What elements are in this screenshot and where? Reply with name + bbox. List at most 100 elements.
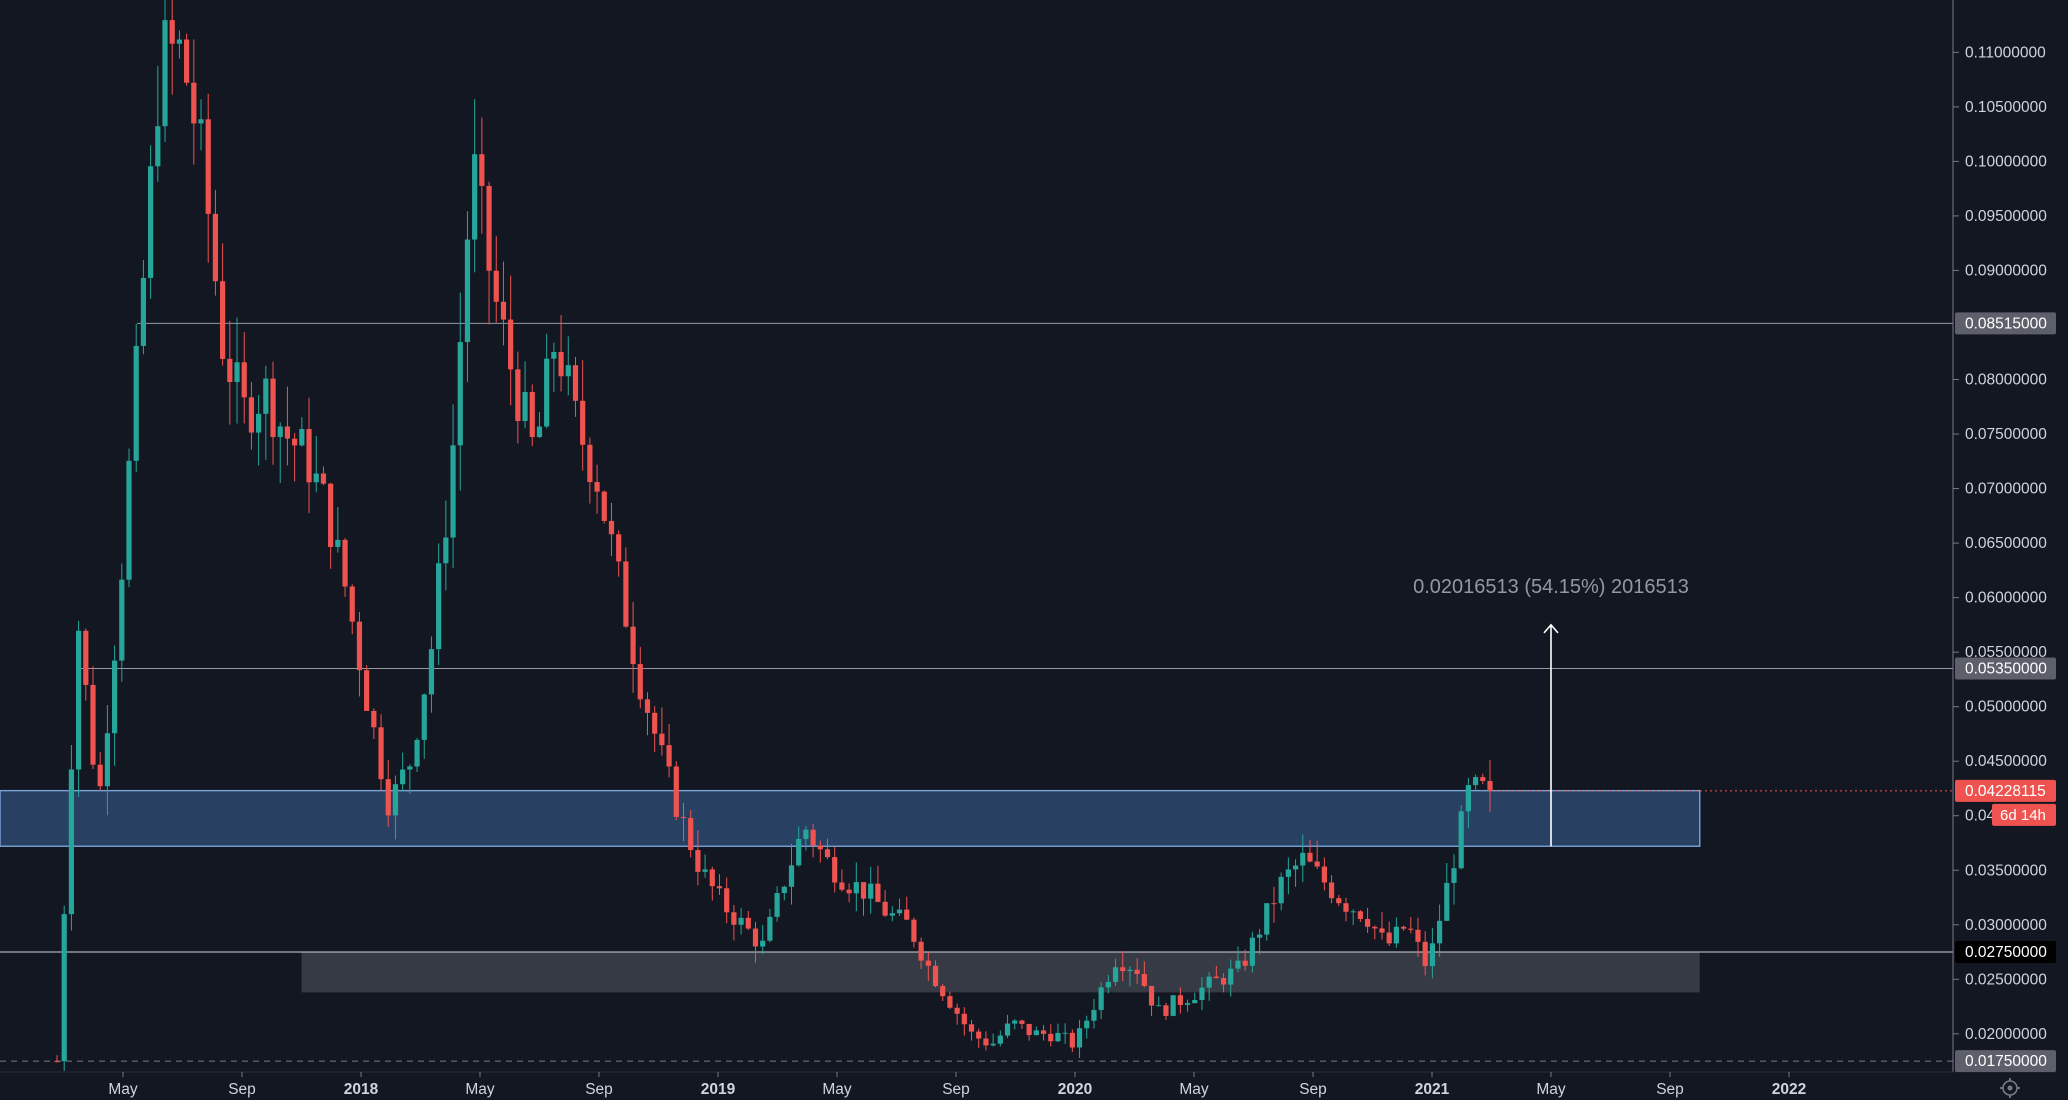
candle-body bbox=[608, 520, 615, 535]
candle-body bbox=[1364, 918, 1371, 927]
candle-body bbox=[133, 345, 139, 461]
candle-body bbox=[580, 400, 586, 445]
candle-body bbox=[745, 917, 751, 929]
candle-body bbox=[1422, 941, 1428, 967]
candle-body bbox=[904, 909, 910, 920]
candle-body bbox=[54, 1061, 60, 1063]
candle-body bbox=[925, 960, 931, 966]
candle-body bbox=[947, 996, 953, 1008]
x-tick-label: 2018 bbox=[344, 1081, 379, 1098]
y-tick-label: 0.09500000 bbox=[1965, 208, 2047, 225]
candle-body bbox=[140, 277, 147, 346]
candle-body bbox=[1040, 1030, 1047, 1034]
measure-layer[interactable]: 0.02016513 (54.15%) 2016513 bbox=[1413, 576, 1689, 847]
candle-body bbox=[508, 319, 514, 370]
candle-body bbox=[896, 909, 903, 914]
candle-body bbox=[652, 712, 658, 734]
candle-body bbox=[731, 912, 737, 925]
candle-body bbox=[1386, 932, 1392, 944]
candle-body bbox=[846, 889, 852, 894]
level-price-tag-label: 0.08515000 bbox=[1965, 315, 2047, 332]
candle-body bbox=[1213, 976, 1219, 979]
candle-body bbox=[119, 579, 125, 661]
candle-body bbox=[839, 882, 845, 890]
candle-body bbox=[853, 882, 859, 894]
x-tick-label: Sep bbox=[585, 1081, 613, 1098]
candle-body bbox=[515, 369, 521, 422]
candle-body bbox=[666, 745, 672, 767]
candle-body bbox=[680, 816, 687, 819]
candle-body bbox=[1026, 1023, 1032, 1036]
candle-body bbox=[479, 154, 485, 186]
candle-body bbox=[68, 769, 75, 915]
x-tick-label: May bbox=[1536, 1081, 1566, 1098]
candle-body bbox=[241, 362, 247, 398]
candle-body bbox=[169, 20, 175, 44]
candle-body bbox=[126, 460, 132, 580]
y-tick-label: 0.09000000 bbox=[1965, 262, 2047, 279]
candle-body bbox=[1249, 937, 1255, 966]
price-axis[interactable]: 0.11000000 0.10500000 0.10000000 0.09500000… bbox=[1952, 0, 2068, 1100]
level-price-tag bbox=[1955, 657, 2056, 680]
candle-body bbox=[760, 940, 766, 947]
y-tick-label: 0.08000000 bbox=[1965, 372, 2047, 389]
candle-body bbox=[1141, 973, 1147, 986]
candle-body bbox=[788, 865, 795, 887]
candle-body bbox=[954, 1007, 960, 1014]
candle-body bbox=[306, 429, 312, 483]
last-price-tag bbox=[1955, 779, 2056, 802]
candle-body bbox=[1112, 967, 1119, 982]
candle-body bbox=[1048, 1033, 1054, 1042]
candle-body bbox=[1242, 960, 1248, 966]
candle-body bbox=[90, 684, 96, 765]
x-tick-label: 2019 bbox=[701, 1081, 736, 1098]
x-tick-label: Sep bbox=[228, 1081, 256, 1098]
measure-arrowhead-icon bbox=[1543, 623, 1559, 634]
candle-body bbox=[1451, 868, 1457, 883]
candle-body bbox=[284, 426, 291, 439]
candle-body bbox=[1055, 1032, 1061, 1042]
candle-body bbox=[817, 845, 823, 850]
candle-body bbox=[1235, 960, 1241, 969]
candle-body bbox=[781, 886, 787, 894]
candle-body bbox=[1184, 1003, 1191, 1005]
candle-body bbox=[227, 358, 233, 383]
resistance-zone bbox=[0, 789, 1701, 847]
candle-body bbox=[1350, 911, 1356, 913]
y-tick-label: 0.05000000 bbox=[1965, 699, 2047, 716]
candle-body bbox=[1408, 928, 1414, 930]
time-axis[interactable]: May Sep 2018 May Sep 2019 May Sep 2020 May Sep 2021… bbox=[0, 1071, 1953, 1098]
candle-body bbox=[1458, 811, 1464, 869]
candle-body bbox=[968, 1024, 975, 1032]
candle-body bbox=[1134, 969, 1140, 974]
candle-body bbox=[832, 857, 838, 883]
candle-body bbox=[1170, 995, 1176, 1016]
candle-body bbox=[1444, 882, 1450, 921]
candle-body bbox=[1012, 1020, 1018, 1024]
candle-body bbox=[1480, 777, 1486, 781]
candle-body bbox=[500, 301, 507, 320]
candle-body bbox=[428, 649, 435, 695]
candle-body bbox=[601, 491, 607, 521]
x-tick-label: Sep bbox=[942, 1081, 970, 1098]
candle-body bbox=[1285, 869, 1291, 877]
candle-body bbox=[1472, 777, 1479, 786]
candle-body bbox=[407, 766, 413, 770]
candle-body bbox=[148, 166, 154, 278]
candle-body bbox=[716, 886, 723, 889]
candle-body bbox=[1372, 926, 1378, 929]
support-zone bbox=[301, 952, 1700, 993]
x-tick-label: 2021 bbox=[1415, 1081, 1450, 1098]
y-tick-label: 0.06500000 bbox=[1965, 535, 2047, 552]
candle-body bbox=[623, 561, 629, 627]
candle-body bbox=[918, 941, 924, 961]
candle-body bbox=[997, 1035, 1003, 1044]
last-price-tag-label: 0.04228115 bbox=[1965, 783, 2046, 800]
settings-gear-icon[interactable] bbox=[2000, 1078, 2020, 1098]
candle-body bbox=[572, 365, 579, 401]
candle-body bbox=[378, 727, 384, 780]
candle-body bbox=[882, 901, 888, 916]
candle-body bbox=[536, 426, 543, 438]
candle-body bbox=[1199, 987, 1205, 1000]
